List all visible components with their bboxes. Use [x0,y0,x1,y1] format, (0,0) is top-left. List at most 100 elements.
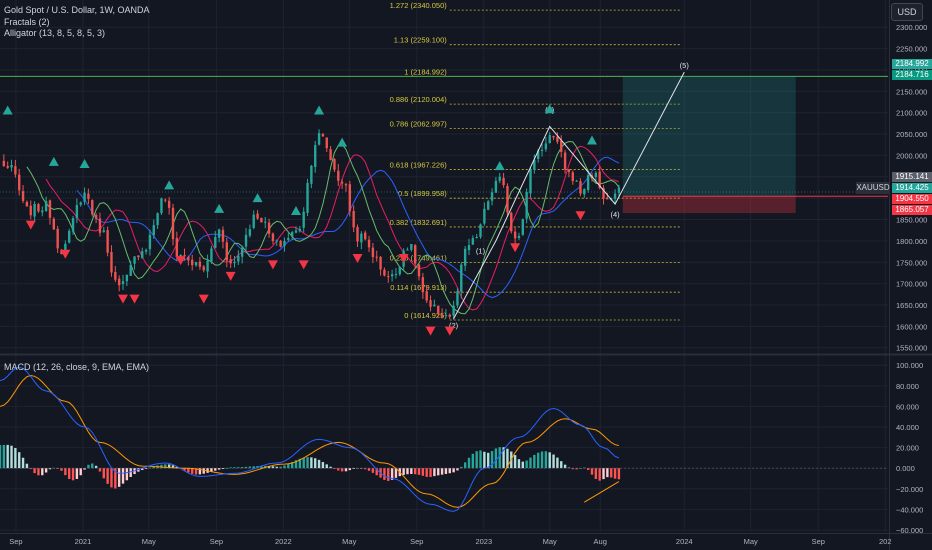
long-position-profit-zone [622,76,796,197]
price-axis-label: 2100.000 [896,109,927,118]
macd-histogram-bar [71,468,75,481]
fractal-down-marker [398,253,409,263]
candle-body [175,238,179,258]
alligator-legend[interactable]: Alligator (13, 8, 5, 8, 5, 3) [4,28,106,38]
candle-body [79,202,82,205]
macd-histogram-bar [314,458,317,469]
candle-body [2,160,6,167]
macd-histogram-bar [287,463,290,469]
time-axis-label: May [342,537,356,546]
fib-level-label: 0.382 (1832.691) [390,218,448,227]
candle-body [48,200,52,218]
fractal-down-marker [25,220,36,230]
macd-histogram-bar [540,451,544,469]
candle-body [214,236,217,248]
candle-body [240,247,244,257]
macd-legend[interactable]: MACD (12, 26, close, 9, EMA, EMA) [4,362,150,372]
candle-body [121,281,125,285]
candle-body [463,248,467,266]
macd-histogram-bar [321,462,325,469]
candle-body [563,152,567,170]
time-axis-label: Sep [210,537,223,546]
fractal-up-marker [214,203,225,213]
candle-body [248,229,252,236]
macd-histogram-bar [460,466,463,469]
candle-body [348,184,352,212]
fib-level-label: 0.236 (1749.461) [390,253,448,262]
macd-histogram-bar [275,466,278,469]
candle-body [456,291,459,306]
candle-body [148,234,152,250]
macd-histogram-bar [556,457,559,469]
macd-histogram-bar [110,468,113,488]
macd-histogram-bar [98,468,102,472]
macd-histogram-bar [494,448,498,469]
candle-body [337,170,340,181]
candle-body [221,229,225,242]
symbol-legend[interactable]: Gold Spot / U.S. Dollar, 1W, OANDA [4,5,150,15]
macd-histogram-bar [225,467,228,469]
candle-body [114,271,117,280]
macd-histogram-bar [91,463,94,469]
macd-histogram-bar [106,468,109,484]
candle-body [444,315,448,317]
macd-histogram-bar [444,468,448,474]
candle-body [75,205,79,219]
price-axis-label: 2150.000 [896,87,927,96]
candles [2,129,621,320]
time-axis-label: 2021 [75,537,92,546]
macd-histogram-bar [517,459,521,469]
candle-body [375,256,378,258]
macd-histogram-bar [413,468,417,475]
candle-body [394,274,398,276]
macd-histogram-bar [306,457,309,469]
macd-histogram-bar [483,451,486,469]
time-axis-label: Sep [9,537,22,546]
candle-body [452,305,455,316]
candle-body [14,166,17,175]
candle-body [490,192,494,201]
candle-body [421,277,425,293]
candle-body [68,230,71,243]
macd-histogram-bar [298,458,302,469]
fib-level-label: 1.272 (2340.050) [390,1,448,10]
fractal-up-marker [314,105,325,115]
macd-histogram-bar [75,468,79,479]
macd-histogram-bar [617,468,621,480]
candle-body [44,201,48,212]
macd-histogram-bar [121,468,125,484]
macd-histogram-bar [175,466,179,469]
candle-body [52,218,56,230]
candle-body [317,133,321,145]
fractal-down-marker [444,326,455,336]
candle-body [41,210,44,213]
macd-histogram-bar [410,468,413,474]
macd-histogram-bar [14,448,17,469]
candle-body [275,240,278,242]
price-tag-target-2: 2184.716 [892,70,932,80]
macd-histogram-bar [60,468,63,471]
candle-body [410,244,413,250]
time-axis-label: 2022 [275,537,292,546]
candle-body [371,247,375,258]
currency-button[interactable]: USD [891,3,923,21]
macd-histogram-bar [64,468,67,476]
candle-body [533,159,536,170]
macd-histogram-bar [506,448,509,469]
candle-body [256,213,259,219]
macd-histogram-bar [487,452,490,469]
fractals-legend[interactable]: Fractals (2) [4,17,50,27]
candle-body [83,192,86,202]
fractal-up-marker [79,158,90,168]
fractal-up-marker [2,105,13,115]
candle-body [417,264,421,277]
price-axis-label: 2000.000 [896,151,927,160]
macd-histogram-bar [613,468,617,479]
price-axis-label: 1750.000 [896,258,927,267]
candle-body [56,228,59,249]
fractal-down-marker [175,256,186,266]
candle-body [613,193,617,199]
macd-histogram-bar [129,468,132,477]
candle-body [264,221,267,223]
